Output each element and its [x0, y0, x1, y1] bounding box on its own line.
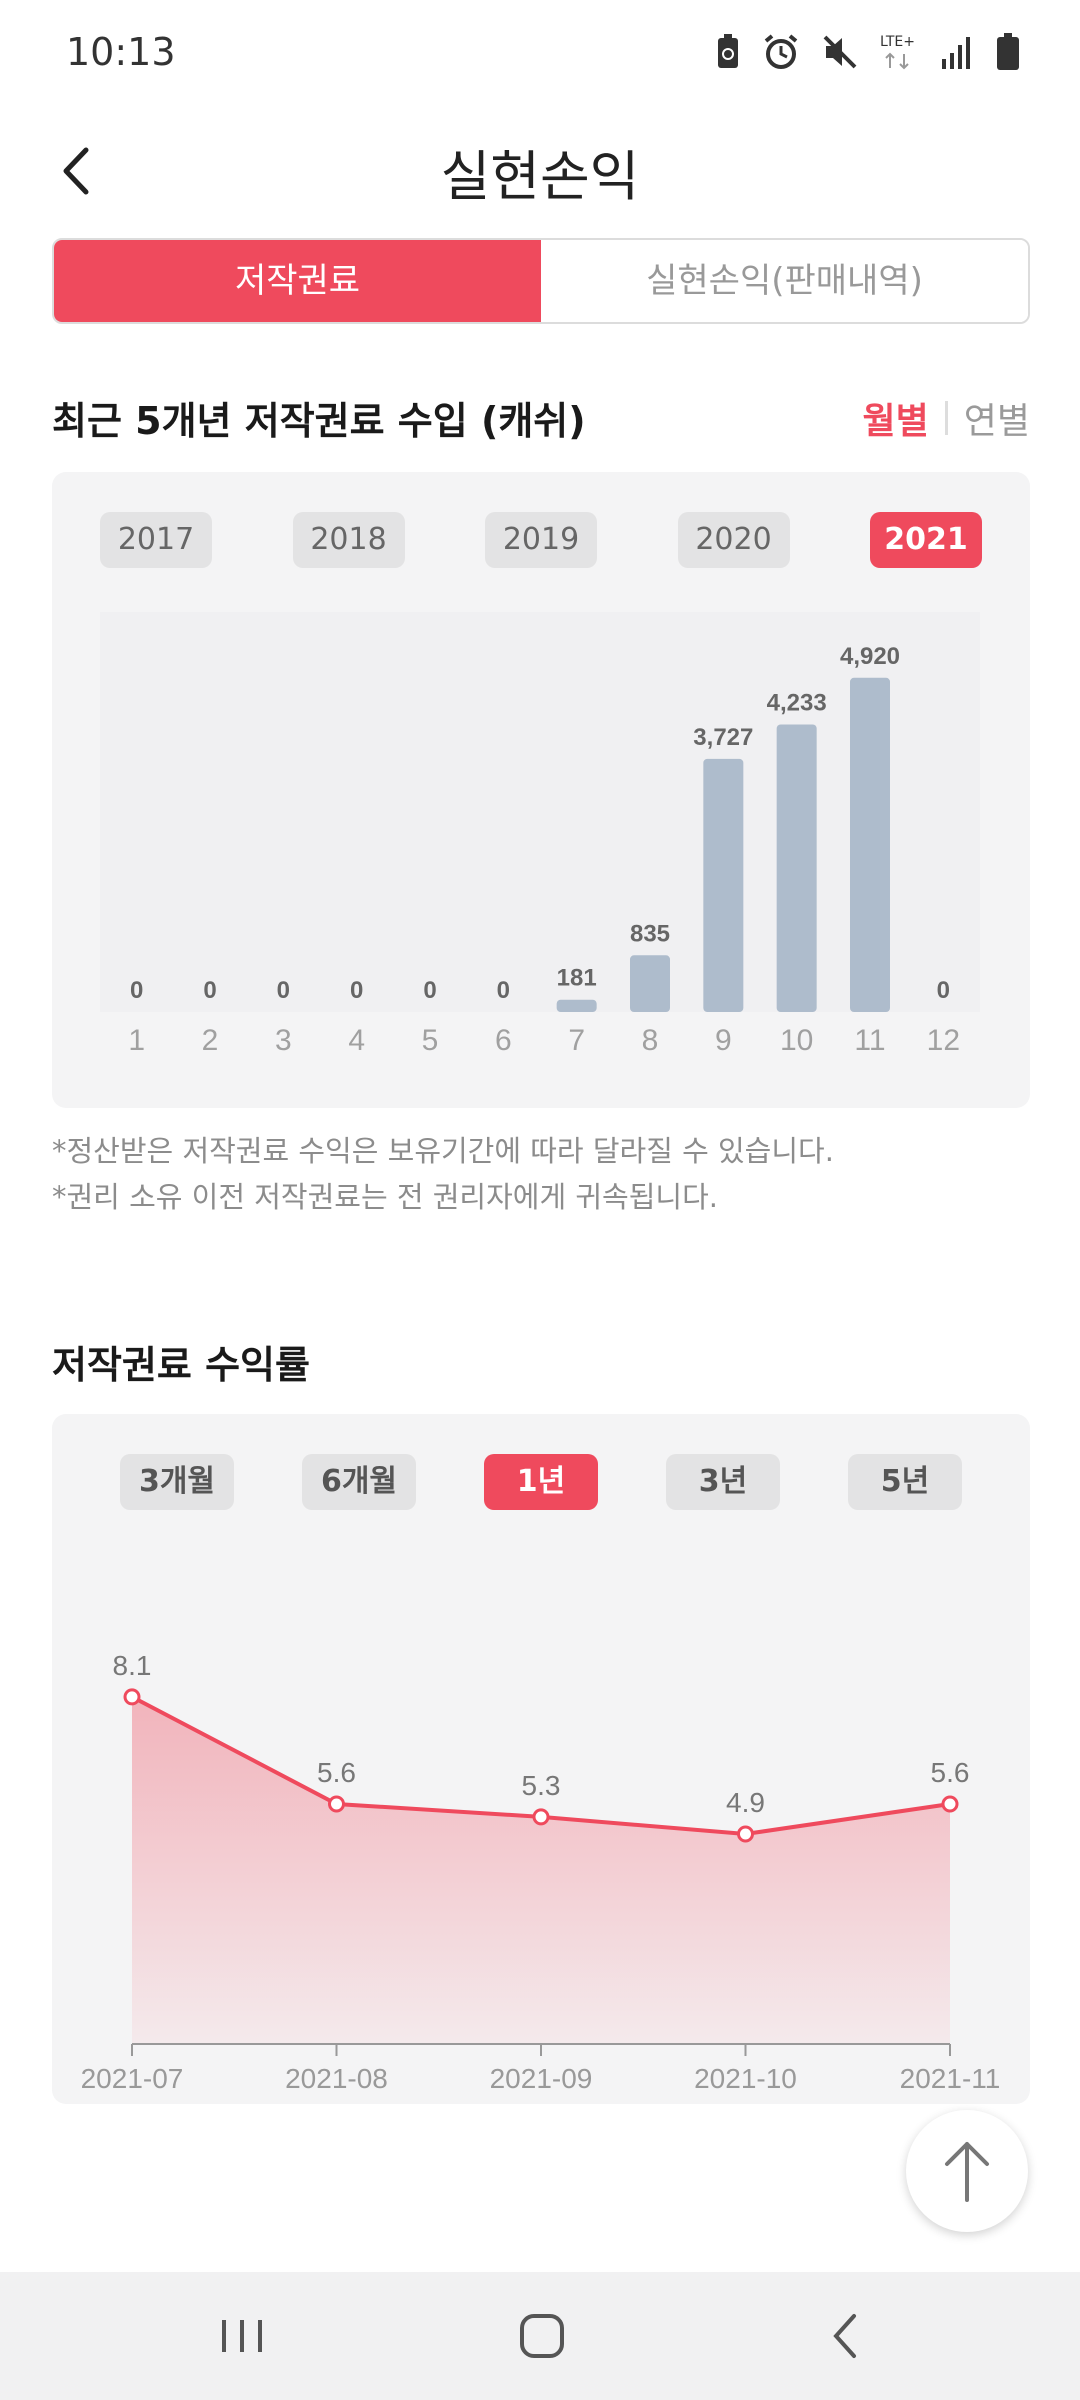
period-chip[interactable]: 5년	[848, 1454, 962, 1510]
point-value-label: 5.3	[522, 1770, 561, 1801]
bar	[850, 677, 890, 1012]
chevron-left-icon	[63, 147, 89, 195]
x-tick-label: 7	[568, 1024, 585, 1057]
bar-value-label: 0	[497, 977, 510, 1004]
note-line: *권리 소유 이전 저작권료는 전 권리자에게 귀속됩니다.	[52, 1180, 718, 1214]
status-bar: 10:13 LTE+	[0, 0, 1080, 110]
data-point	[328, 1795, 345, 1813]
point-value-label: 4.9	[726, 1787, 765, 1818]
x-tick-label: 10	[780, 1024, 813, 1057]
period-chip-active[interactable]: 1년	[484, 1454, 598, 1510]
home-icon[interactable]	[512, 2308, 572, 2364]
period-chips: 3개월 6개월 1년 3년 5년	[120, 1454, 962, 1510]
x-tick-label: 3	[275, 1024, 292, 1057]
notes: *정산받은 저작권료 수익은 보유기간에 따라 달라질 수 있습니다. *권리 …	[52, 1128, 834, 1220]
bar-value-label: 0	[277, 977, 290, 1004]
x-tick-label: 2021-11	[900, 2063, 1001, 2094]
period-chip[interactable]: 6개월	[302, 1454, 416, 1510]
back-icon[interactable]	[816, 2308, 876, 2364]
yield-section-title: 저작권료 수익률	[52, 1343, 310, 1387]
back-button[interactable]	[50, 136, 110, 206]
alarm-icon	[764, 34, 798, 69]
x-tick-label: 2021-07	[81, 2063, 184, 2094]
lte-icon: LTE+	[880, 34, 915, 70]
bar-value-label: 0	[203, 977, 216, 1004]
tab-royalty[interactable]: 저작권료	[54, 240, 541, 322]
plot-area	[100, 612, 980, 1012]
point-value-label: 8.1	[113, 1650, 152, 1681]
x-tick-label: 5	[422, 1024, 439, 1057]
x-tick-label: 4	[348, 1024, 365, 1057]
x-tick-label: 6	[495, 1024, 512, 1057]
year-chips: 2017 2018 2019 2020 2021	[100, 512, 982, 568]
bar-value-label: 0	[937, 977, 950, 1004]
bar-value-label: 0	[130, 977, 143, 1004]
period-chip[interactable]: 3개월	[120, 1454, 234, 1510]
monthly-royalty-bar-chart: 010203040506181783583,72794,233104,92011…	[100, 612, 980, 1057]
year-chip[interactable]: 2019	[485, 512, 597, 568]
x-tick-label: 12	[927, 1024, 960, 1057]
note-line: *정산받은 저작권료 수익은 보유기간에 따라 달라질 수 있습니다.	[52, 1134, 834, 1168]
toggle-yearly[interactable]: 연별	[963, 401, 1030, 442]
royalty-section-title: 최근 5개년 저작권료 수입 (캐쉬)	[52, 399, 586, 443]
x-tick-label: 2021-08	[285, 2063, 388, 2094]
data-point	[737, 1825, 754, 1843]
year-chip[interactable]: 2017	[100, 512, 212, 568]
bar	[630, 955, 670, 1012]
battery-saver-icon	[718, 34, 738, 68]
svg-text:LTE+: LTE+	[880, 34, 915, 50]
segment-control: 저작권료 실현손익(판매내역)	[52, 238, 1030, 324]
bar-value-label: 4,920	[840, 643, 900, 670]
recent-apps-icon[interactable]	[212, 2308, 272, 2364]
system-nav-bar	[0, 2272, 1080, 2400]
x-tick-label: 1	[128, 1024, 145, 1057]
status-time: 10:13	[66, 30, 176, 74]
bar	[556, 999, 597, 1012]
point-value-label: 5.6	[931, 1757, 970, 1788]
bar-value-label: 4,233	[767, 689, 827, 716]
point-value-label: 5.6	[317, 1757, 356, 1788]
x-tick-label: 11	[854, 1024, 885, 1057]
x-tick-label: 2021-09	[490, 2063, 593, 2094]
arrow-up-icon	[945, 2142, 989, 2202]
app-bar: 실현손익	[0, 110, 1080, 230]
mute-icon	[823, 35, 857, 69]
bar	[776, 724, 817, 1012]
area-fill	[132, 1696, 950, 2044]
yield-chart-card: 3개월 6개월 1년 3년 5년 8.1 2021-07 5.6 2021-08 5.3…	[52, 1414, 1030, 2104]
signal-icon	[942, 37, 970, 69]
toggle-divider	[944, 401, 948, 435]
bar-value-label: 0	[423, 977, 436, 1004]
x-tick-label: 2	[202, 1024, 219, 1057]
status-icons: LTE+	[716, 32, 1020, 72]
bar-value-label: 181	[557, 965, 597, 992]
data-point	[532, 1808, 550, 1826]
bar	[703, 758, 744, 1012]
data-point	[123, 1688, 141, 1706]
tab-realized-pnl[interactable]: 실현손익(판매내역)	[541, 240, 1028, 322]
page-title: 실현손익	[440, 145, 640, 208]
x-tick-label: 8	[642, 1024, 659, 1057]
scroll-top-button[interactable]	[906, 2110, 1028, 2232]
x-tick-label: 9	[715, 1024, 732, 1057]
bar-value-label: 0	[350, 977, 363, 1004]
bar-value-label: 835	[630, 920, 670, 947]
bar-value-label: 3,727	[693, 724, 753, 751]
x-tick-label: 2021-10	[694, 2063, 797, 2094]
yield-area-chart: 8.1 2021-07 5.6 2021-08 5.3 2021-09 4.9 2021-10…	[81, 1650, 1001, 2094]
year-chip[interactable]: 2018	[292, 512, 405, 568]
year-chip[interactable]: 2020	[677, 512, 790, 568]
royalty-chart-card: 2017 2018 2019 2020 2021 0 1 0 2 0 3 0 4 0 5 0 6 181…	[52, 472, 1030, 1108]
period-chip[interactable]: 3년	[666, 1454, 780, 1510]
year-chip-active[interactable]: 2021	[870, 512, 982, 568]
data-point	[941, 1795, 959, 1813]
period-toggle: 월별 연별	[862, 392, 1030, 444]
battery-icon	[997, 33, 1019, 70]
toggle-monthly[interactable]: 월별	[862, 401, 929, 442]
